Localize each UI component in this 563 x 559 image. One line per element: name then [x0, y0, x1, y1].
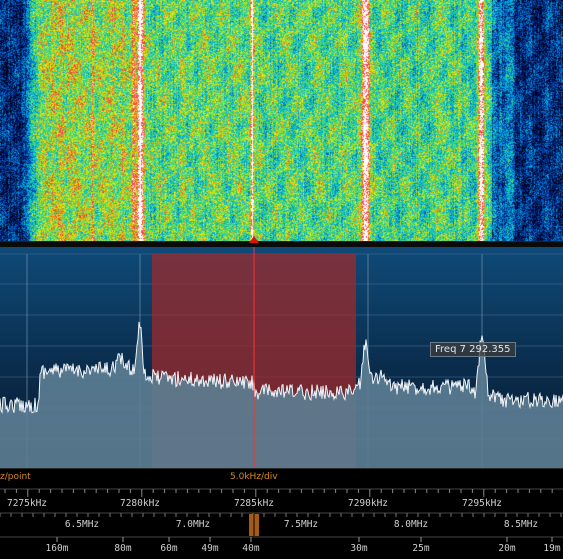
band-label-40m[interactable]: 40m: [242, 543, 259, 554]
band-label-60m[interactable]: 60m: [160, 543, 177, 554]
band-label-30m[interactable]: 30m: [350, 543, 367, 554]
band-label-160m[interactable]: 160m: [46, 543, 69, 554]
band-label-19m[interactable]: 19m: [543, 543, 560, 554]
khz-label-2: 7285kHz: [234, 498, 274, 509]
khz-ticks: [4, 489, 553, 497]
band-label-20m[interactable]: 20m: [498, 543, 515, 554]
khz-label-4: 7295kHz: [462, 498, 502, 509]
khz-label-0: 7275kHz: [7, 498, 47, 509]
band-ticks: [56, 537, 553, 542]
band-label-80m[interactable]: 80m: [114, 543, 131, 554]
waterfall-display[interactable]: [0, 0, 563, 243]
mhz-label-4: 8.5MHz: [504, 519, 538, 530]
frequency-tooltip: Freq 7 292.355: [430, 342, 516, 357]
tuning-marker[interactable]: [249, 236, 259, 243]
resolution-label: z/point: [0, 472, 31, 482]
mhz-ticks: [0, 513, 562, 517]
band-label-25m[interactable]: 25m: [412, 543, 429, 554]
mhz-label-2: 7.5MHz: [284, 519, 318, 530]
khz-label-3: 7290kHz: [348, 498, 388, 509]
waterfall-spectrum-divider[interactable]: [0, 241, 563, 248]
division-label: 5.0kHz/div: [230, 472, 278, 482]
band-label-49m[interactable]: 49m: [201, 543, 218, 554]
mhz-label-1: 7.0MHz: [176, 519, 210, 530]
spectrum-trace: [0, 321, 563, 414]
spectrum-display[interactable]: [0, 247, 563, 468]
scales-background: [0, 485, 563, 559]
mhz-label-0: 6.5MHz: [65, 519, 99, 530]
khz-label-1: 7280kHz: [120, 498, 160, 509]
mhz-label-3: 8.0MHz: [394, 519, 428, 530]
status-bar: z/point 5.0kHz/div: [0, 468, 563, 486]
frequency-scales[interactable]: 7275kHz 7280kHz 7285kHz 7290kHz 7295kHz …: [0, 485, 563, 559]
